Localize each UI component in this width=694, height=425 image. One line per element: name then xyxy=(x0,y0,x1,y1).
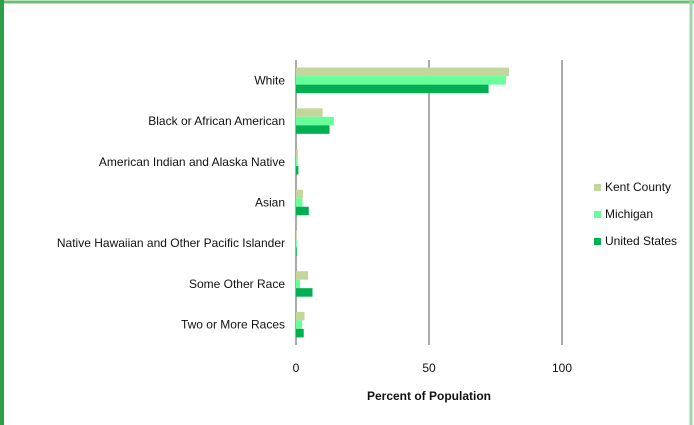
category-label: Asian xyxy=(255,196,285,210)
x-tick-label: 0 xyxy=(293,361,300,375)
bar xyxy=(296,84,489,94)
legend-swatch xyxy=(594,184,601,191)
category-label: Native Hawaiian and Other Pacific Island… xyxy=(57,236,285,250)
category-label: Two or More Races xyxy=(181,318,285,332)
legend-label: United States xyxy=(605,234,677,248)
legend: Kent County Michigan United States xyxy=(594,180,677,248)
legend-label: Michigan xyxy=(605,207,653,221)
x-tick-labels: 0 50 100 xyxy=(293,361,573,375)
x-axis-title: Percent of Population xyxy=(367,389,491,403)
legend-swatch xyxy=(594,211,601,218)
x-tick-label: 100 xyxy=(552,361,572,375)
bar xyxy=(296,230,297,239)
bar xyxy=(296,288,313,297)
bar xyxy=(296,108,323,117)
category-label: White xyxy=(254,73,285,87)
category-labels: White Black or African American American I… xyxy=(57,73,285,331)
bar xyxy=(296,279,300,289)
bar xyxy=(296,116,334,126)
category-label: Some Other Race xyxy=(189,277,285,291)
bar xyxy=(296,189,303,199)
bar xyxy=(296,311,305,321)
gridlines xyxy=(295,60,563,345)
legend-swatch xyxy=(594,238,601,245)
legend-label: Kent County xyxy=(605,180,671,194)
bar xyxy=(296,320,303,329)
bar xyxy=(296,157,298,167)
bar xyxy=(296,166,299,175)
x-tick-label: 50 xyxy=(422,361,436,375)
bar xyxy=(296,328,304,338)
bar xyxy=(296,198,303,207)
category-label: Black or African American xyxy=(148,114,285,128)
bar xyxy=(296,76,506,85)
bar xyxy=(296,125,330,134)
bar xyxy=(296,247,297,256)
bar xyxy=(296,206,309,216)
bar xyxy=(296,67,510,77)
bar xyxy=(296,271,308,280)
bar xyxy=(296,238,297,248)
category-label: American Indian and Alaska Native xyxy=(99,155,285,169)
bars xyxy=(296,67,510,338)
bar xyxy=(296,149,298,158)
